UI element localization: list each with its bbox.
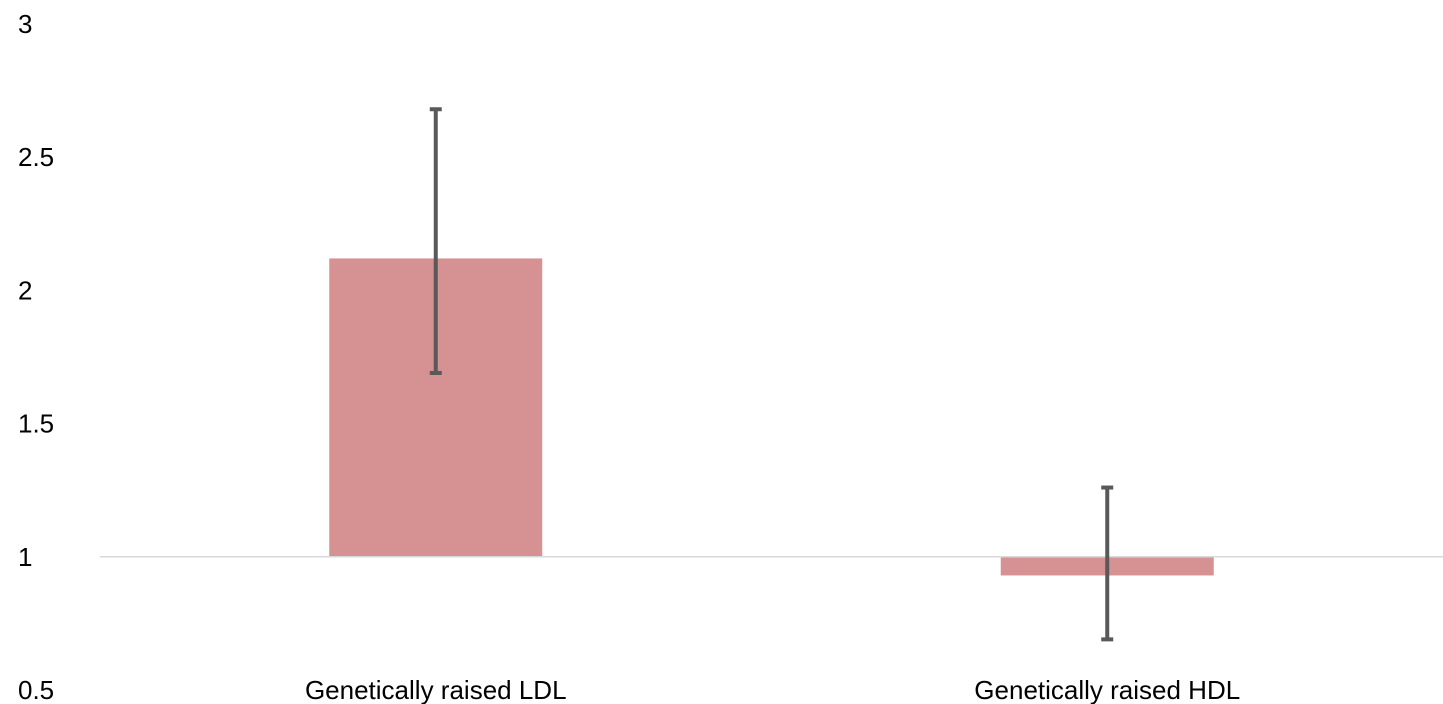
y-tick-label: 1 xyxy=(18,542,32,572)
y-tick-label: 3 xyxy=(18,9,32,39)
category-label: Genetically raised LDL xyxy=(305,675,567,704)
y-tick-label: 0.5 xyxy=(18,675,54,704)
y-tick-label: 1.5 xyxy=(18,409,54,439)
category-labels: Genetically raised LDL Genetically raised… xyxy=(305,675,1240,704)
y-tick-label: 2.5 xyxy=(18,142,54,172)
y-axis-ticks: 0.5 1 1.5 2 2.5 3 xyxy=(18,9,54,704)
bars xyxy=(329,258,1214,576)
category-label: Genetically raised HDL xyxy=(974,675,1240,704)
y-tick-label: 2 xyxy=(18,275,32,305)
error-bars xyxy=(429,107,1114,642)
